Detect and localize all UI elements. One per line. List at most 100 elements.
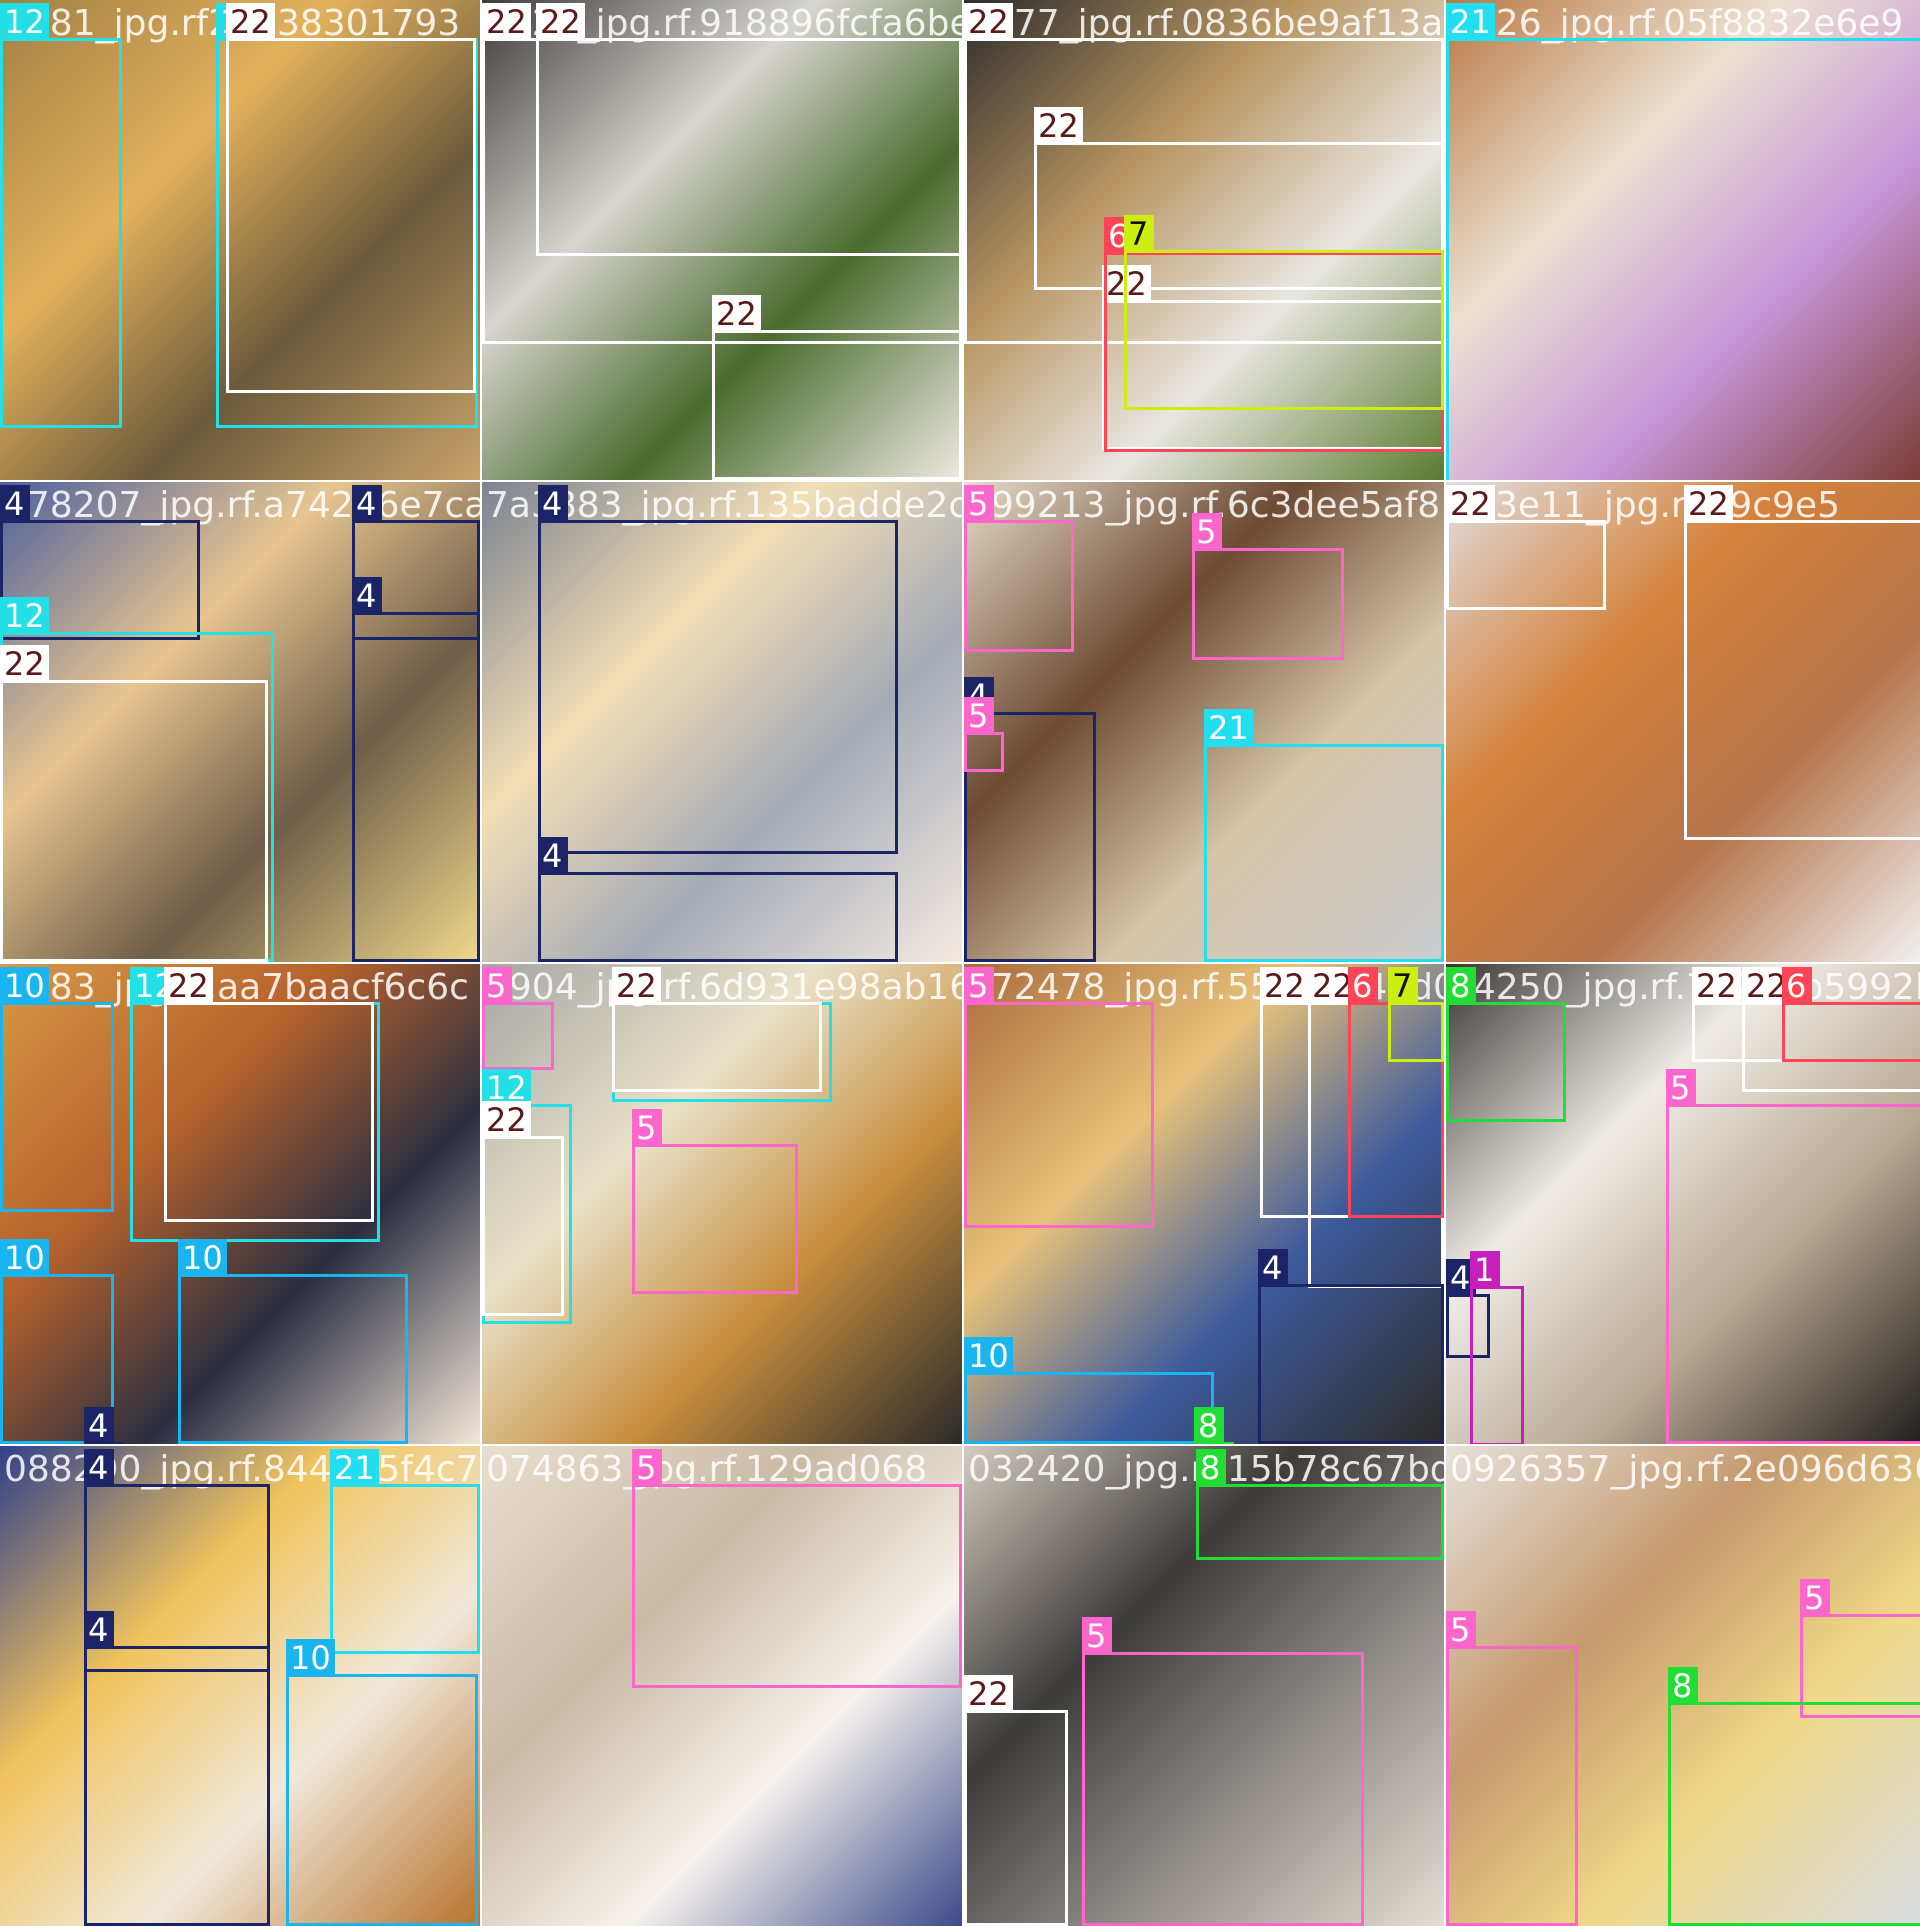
mosaic-tile: 4526_jpg.rf.05f8832e6e9 21 — [1446, 0, 1920, 480]
class-id-label: 22 — [536, 3, 585, 41]
class-id-label: 4 — [352, 485, 382, 523]
mosaic-tile: 04250_jpg.rf.79265b5992b91822226541 — [1446, 964, 1920, 1444]
bounding-box-class-6: 6 — [1782, 1002, 1920, 1062]
class-id-label: 5 — [1800, 1579, 1830, 1617]
class-id-label: 5 — [964, 967, 994, 1005]
bounding-box-class-22: 22 — [1446, 520, 1606, 610]
class-id-label: 22 — [964, 1675, 1013, 1713]
mosaic-tile: 088290_jpg.rf.844045f4c770 4 21 4 10 — [0, 1446, 480, 1926]
mosaic-tile: 0281_jpg.rf24638301793121222 — [0, 0, 480, 480]
mosaic-tile: 078207_jpg.rf.a74226e7ca4 4 4 4 12 22 — [0, 482, 480, 962]
mosaic-tile: 099213_jpg.rf.6c3dee5af8 5 5 4 21 5 — [964, 482, 1444, 962]
bounding-box-class-7: 7 — [1388, 1002, 1444, 1062]
bounding-box-class-5: 5 — [632, 1144, 798, 1294]
class-id-label: 4 — [84, 1407, 114, 1444]
bounding-box-class-10: 10 — [964, 1372, 1214, 1444]
bounding-box-class-4: 4 — [1258, 1284, 1444, 1444]
class-id-label: 22 — [1260, 967, 1309, 1005]
class-id-label: 5 — [632, 1449, 662, 1487]
bounding-box-class-4: 4 — [538, 872, 898, 962]
bounding-box-class-22: 22 — [1684, 520, 1920, 840]
bounding-box-class-1: 1 — [1470, 1286, 1524, 1444]
class-id-label: 4 — [538, 485, 568, 523]
bounding-box-class-12: 12 — [0, 38, 122, 428]
class-id-label: 10 — [964, 1337, 1013, 1375]
class-id-label: 5 — [1446, 1611, 1476, 1649]
bounding-box-class-22: 22 — [612, 1002, 822, 1092]
class-id-label: 8 — [1668, 1667, 1698, 1705]
bounding-box-class-22: 22 — [482, 1136, 564, 1316]
class-id-label: 8 — [1446, 967, 1476, 1005]
class-id-label: 22 — [482, 3, 531, 41]
class-id-label: 4 — [1258, 1249, 1288, 1287]
class-id-label: 8 — [1196, 1449, 1226, 1487]
class-id-label: 5 — [1192, 513, 1222, 551]
bounding-box-class-5: 5 — [1192, 548, 1344, 660]
class-id-label: 12 — [0, 597, 49, 635]
class-id-label: 6 — [1782, 967, 1812, 1005]
class-id-label: 22 — [482, 1101, 531, 1139]
bounding-box-class-5: 5 — [1446, 1646, 1578, 1926]
bounding-box-class-21: 21 — [330, 1484, 480, 1654]
class-id-label: 8 — [1194, 1407, 1224, 1444]
class-id-label: 5 — [964, 697, 994, 735]
class-id-label: 12 — [0, 3, 49, 41]
bounding-box-class-5: 5 — [482, 1002, 554, 1070]
mosaic-tile: 0926357_jpg.rf.2e096d63658558 — [1446, 1446, 1920, 1926]
mosaic-tile: 3322_jpg.rf.918896fcfa6be 22 22 22 — [482, 0, 962, 480]
bounding-box-class-22: 22 — [0, 680, 268, 962]
class-id-label: 22 — [226, 3, 275, 41]
bounding-box-class-22: 22 — [964, 1710, 1068, 1926]
class-id-label: 6 — [1348, 967, 1378, 1005]
bounding-box-class-8: 8 — [1196, 1484, 1444, 1560]
class-id-label: 7 — [1124, 215, 1154, 253]
class-id-label: 10 — [0, 1239, 49, 1277]
class-id-label: 10 — [286, 1639, 335, 1677]
mosaic-tile: 0a3e11_jpg.rf.a9c9e5 22 22 — [1446, 482, 1920, 962]
class-id-label: 10 — [0, 967, 49, 1005]
mosaic-tile: 032420_jpg.rf.15b78c67bd48522 — [964, 1446, 1444, 1926]
class-id-label: 22 — [1446, 485, 1495, 523]
mosaic-tile: 0883_jpg.rf.aa7baacf6c6c 10 12 22 10 10 4 — [0, 964, 480, 1444]
mosaic-tile: 0904_jpg.rf.6d931e98ab166045122212225 — [482, 964, 962, 1444]
bounding-box-class-10: 10 — [286, 1674, 478, 1926]
bounding-box-class-4: 4 — [352, 612, 480, 962]
class-id-label: 22 — [964, 3, 1013, 41]
class-id-label: 10 — [178, 1239, 227, 1277]
bounding-box-class-5: 5 — [1082, 1652, 1364, 1926]
bounding-box-class-8: 8 — [1194, 1442, 1234, 1444]
mosaic-tile: 5077_jpg.rf.0836be9af13a2e 22 22 22 6 7 — [964, 0, 1444, 480]
mosaic-tile: 7a3883_jpg.rf.135badde2c84 4 4 — [482, 482, 962, 962]
bounding-box-class-22: 22 — [226, 38, 476, 393]
class-id-label: 5 — [632, 1109, 662, 1147]
class-id-label: 21 — [330, 1449, 379, 1487]
bounding-box-class-22: 22 — [536, 38, 962, 256]
bounding-box-class-7: 7 — [1124, 250, 1444, 410]
class-id-label: 5 — [1082, 1617, 1112, 1655]
bounding-box-class-5: 5 — [964, 520, 1074, 652]
class-id-label: 4 — [352, 577, 382, 615]
class-id-label: 22 — [1692, 967, 1741, 1005]
class-id-label: 21 — [1446, 3, 1495, 41]
class-id-label: 21 — [1204, 709, 1253, 747]
class-id-label: 22 — [712, 295, 761, 333]
mosaic-tile: 072478_jpg.rf.55624041d09652222674108 — [964, 964, 1444, 1444]
class-id-label: 5 — [1666, 1069, 1696, 1107]
bounding-box-class-5: 5 — [964, 1002, 1154, 1228]
bounding-box-class-10: 10 — [0, 1002, 114, 1212]
class-id-label: 4 — [84, 1449, 114, 1487]
bounding-box-class-5: 5 — [964, 732, 1004, 772]
bounding-box-class-4: 4 — [84, 1646, 270, 1926]
class-id-label: 5 — [964, 485, 994, 523]
class-id-label: 1 — [1470, 1251, 1500, 1289]
bounding-box-class-22: 22 — [712, 330, 962, 480]
bounding-box-class-21: 21 — [1446, 38, 1920, 480]
class-id-label: 22 — [164, 967, 213, 1005]
class-id-label: 22 — [1684, 485, 1733, 523]
mosaic-tile: 074863_jpg.rf.129ad068 5 — [482, 1446, 962, 1926]
class-id-label: 7 — [1388, 967, 1418, 1005]
bounding-box-class-21: 21 — [1204, 744, 1444, 962]
bounding-box-class-5: 5 — [1666, 1104, 1920, 1444]
bounding-box-class-8: 8 — [1668, 1702, 1920, 1926]
